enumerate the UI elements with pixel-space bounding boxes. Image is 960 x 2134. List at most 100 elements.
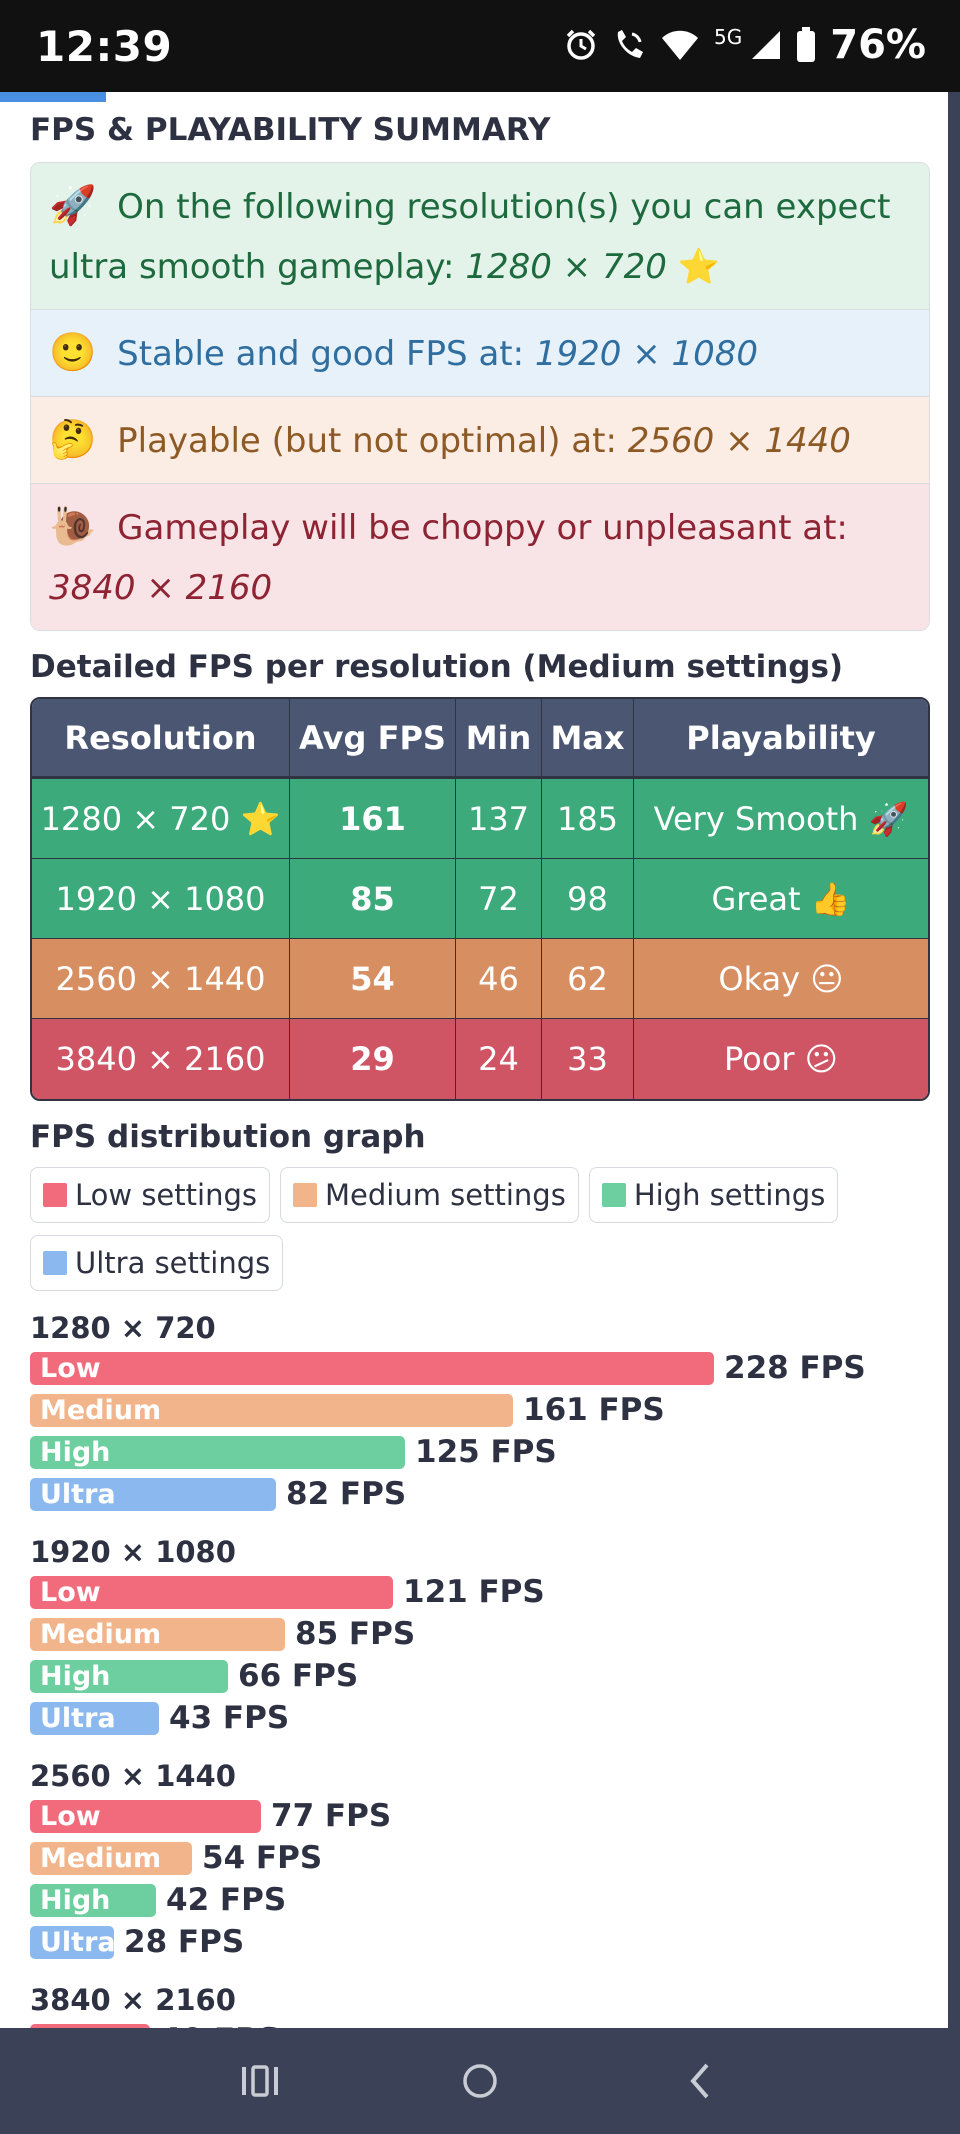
chart-bar-low: Low [30, 2023, 150, 2028]
cell-avg: 85 [290, 859, 456, 939]
chart-bar-row: Ultra 28 FPS [30, 1921, 930, 1963]
summary-box: 🚀 On the following resolution(s) you can… [30, 162, 930, 631]
page-load-progress [0, 92, 106, 102]
col-resolution: Resolution [32, 699, 290, 779]
summary-text: Playable (but not optimal) at: [117, 421, 617, 461]
wifi-call-icon [612, 28, 646, 62]
rocket-icon: 🚀 [49, 183, 97, 227]
table-header-row: Resolution Avg FPS Min Max Playability [32, 699, 928, 779]
chart-bar-value: 42 FPS [166, 1882, 287, 1918]
summary-resolution: 1920 × 1080 [534, 334, 759, 374]
chart-bar-low: Low [30, 1575, 393, 1609]
home-button[interactable] [420, 2028, 540, 2134]
chart-group: 3840 × 2160 Low 40 FPS [30, 1983, 930, 2028]
chart-bar-value: 40 FPS [160, 2022, 280, 2028]
back-button[interactable] [640, 2028, 760, 2134]
summary-text: Stable and good FPS at: [117, 334, 525, 374]
graph-legend: Low settings Medium settings High settin… [30, 1167, 930, 1291]
web-page[interactable]: FPS & PLAYABILITY SUMMARY 🚀 On the follo… [0, 92, 960, 2028]
cell-resolution: 2560 × 1440 [32, 939, 290, 1019]
chart-bar-row: High 66 FPS [30, 1655, 930, 1697]
cell-min: 137 [456, 779, 542, 859]
graph-title: FPS distribution graph [30, 1119, 426, 1155]
chart-group-title: 1280 × 720 [30, 1311, 216, 1345]
chart-group-title: 2560 × 1440 [30, 1759, 236, 1793]
status-icons: 5G 76% [564, 22, 926, 68]
snail-icon: 🐌 [49, 504, 97, 548]
legend-label: Low settings [75, 1178, 257, 1212]
col-playability: Playability [634, 699, 928, 779]
cell-playability: Great 👍 [634, 859, 928, 939]
chart-group: 2560 × 1440 Low 77 FPS Medium 54 FPS High 42 F… [30, 1759, 930, 1963]
chart-bar-row: Ultra 43 FPS [30, 1697, 930, 1739]
legend-label: Medium settings [324, 1178, 566, 1212]
legend-label: High settings [633, 1178, 826, 1212]
chart-bar-value: 82 FPS [286, 1476, 407, 1512]
status-bar: 12:39 5G 76% [0, 0, 960, 92]
summary-title: FPS & PLAYABILITY SUMMARY [30, 112, 551, 148]
page-edge [948, 92, 960, 2028]
legend-swatch [601, 1183, 626, 1207]
legend-swatch [292, 1183, 317, 1207]
col-avg-fps: Avg FPS [290, 699, 456, 779]
chart-bar-row: Ultra 82 FPS [30, 1473, 930, 1515]
wifi-icon [660, 28, 700, 62]
legend-low[interactable]: Low settings [30, 1167, 270, 1223]
chart-bar-ultra: Ultra [30, 1477, 276, 1511]
chart-group: 1920 × 1080 Low 121 FPS Medium 85 FPS High 66 … [30, 1535, 930, 1739]
summary-resolution: 2560 × 1440 [627, 421, 851, 461]
chart-bar-row: High 42 FPS [30, 1879, 930, 1921]
legend-swatch [43, 1251, 67, 1275]
chart-bar-row: Low 121 FPS [30, 1571, 930, 1613]
chart-bar-row: High 125 FPS [30, 1431, 930, 1473]
summary-resolution: 1280 × 720 [465, 247, 667, 287]
navigation-bar [0, 2028, 960, 2134]
chart-bar-high: High [30, 1435, 405, 1469]
chart-bar-value: 161 FPS [523, 1392, 665, 1428]
chart-bar-row: Medium 161 FPS [30, 1389, 930, 1431]
recent-apps-button[interactable] [200, 2028, 320, 2134]
summary-resolution: 3840 × 2160 [49, 568, 273, 608]
cell-avg: 54 [290, 939, 456, 1019]
battery-icon [796, 27, 816, 63]
cell-min: 46 [456, 939, 542, 1019]
table-row: 3840 × 2160 29 24 33 Poor 😕 [32, 1019, 928, 1099]
cell-playability: Very Smooth 🚀 [634, 779, 928, 859]
cell-min: 24 [456, 1019, 542, 1099]
chart-bar-ultra: Ultra [30, 1701, 159, 1735]
network-type: 5G [714, 25, 743, 49]
col-min: Min [456, 699, 542, 779]
chart-bar-value: 43 FPS [169, 1700, 290, 1736]
chart-bar-value: 85 FPS [295, 1616, 416, 1652]
chart-bar-value: 77 FPS [271, 1798, 392, 1834]
legend-high[interactable]: High settings [588, 1167, 839, 1223]
chart-bar-medium: Medium [30, 1841, 192, 1875]
content-area: FPS & PLAYABILITY SUMMARY 🚀 On the follo… [30, 102, 930, 2028]
cell-max: 98 [542, 859, 634, 939]
table-title: Detailed FPS per resolution (Medium sett… [30, 649, 844, 685]
smile-icon: 🙂 [49, 330, 97, 374]
chart-bar-row: Medium 54 FPS [30, 1837, 930, 1879]
cell-resolution: 3840 × 2160 [32, 1019, 290, 1099]
summary-row-stable: 🙂 Stable and good FPS at: 1920 × 1080 [31, 309, 929, 396]
chart-bar-row: Low 77 FPS [30, 1795, 930, 1837]
cell-playability: Poor 😕 [634, 1019, 928, 1099]
chart-bar-medium: Medium [30, 1393, 513, 1427]
summary-text: Gameplay will be choppy or unpleasant at… [117, 508, 848, 548]
table-row: 2560 × 1440 54 46 62 Okay 😐 [32, 939, 928, 1019]
cell-resolution: 1280 × 720 ⭐ [32, 779, 290, 859]
cell-min: 72 [456, 859, 542, 939]
recent-apps-icon [242, 2065, 278, 2097]
fps-bar-chart: 1280 × 720 Low 228 FPS Medium 161 FPS High 125… [30, 1311, 930, 2028]
legend-ultra[interactable]: Ultra settings [30, 1235, 284, 1291]
summary-row-ultra-smooth: 🚀 On the following resolution(s) you can… [31, 163, 929, 309]
col-max: Max [542, 699, 634, 779]
thinking-icon: 🤔 [49, 417, 97, 461]
chart-group-title: 3840 × 2160 [30, 1983, 236, 2017]
cell-playability: Okay 😐 [634, 939, 928, 1019]
legend-label: Ultra settings [75, 1246, 271, 1280]
battery-percent: 76% [830, 22, 926, 68]
summary-row-playable: 🤔 Playable (but not optimal) at: 2560 × … [31, 396, 929, 483]
legend-medium[interactable]: Medium settings [279, 1167, 579, 1223]
table-row: 1280 × 720 ⭐ 161 137 185 Very Smooth 🚀 [32, 779, 928, 859]
